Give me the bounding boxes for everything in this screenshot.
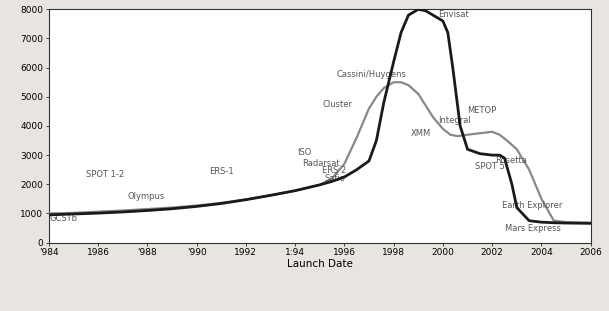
Text: Mars Express: Mars Express: [504, 224, 560, 233]
Text: ERS 2: ERS 2: [322, 166, 347, 175]
Text: GCSTb: GCSTb: [50, 214, 78, 223]
Text: SPOT 1-2: SPOT 1-2: [86, 169, 124, 179]
Text: XMM: XMM: [411, 129, 431, 138]
X-axis label: Launch Date: Launch Date: [287, 258, 353, 268]
Text: METOP: METOP: [468, 106, 497, 115]
Text: Integral: Integral: [438, 116, 471, 125]
Text: Radarsat: Radarsat: [303, 159, 340, 168]
Text: Cassini/Huygens: Cassini/Huygens: [337, 70, 407, 79]
Text: SPOT 5: SPOT 5: [475, 162, 505, 171]
Text: Cluster: Cluster: [322, 100, 352, 109]
Text: Olympus: Olympus: [127, 192, 165, 201]
Text: ERS-1: ERS-1: [209, 167, 233, 176]
Text: ISO: ISO: [298, 148, 312, 157]
Text: Rosetta: Rosetta: [495, 156, 527, 165]
Text: Envisat: Envisat: [438, 10, 469, 19]
Text: Earth Explorer: Earth Explorer: [502, 201, 563, 210]
Text: Safio: Safio: [325, 174, 345, 183]
